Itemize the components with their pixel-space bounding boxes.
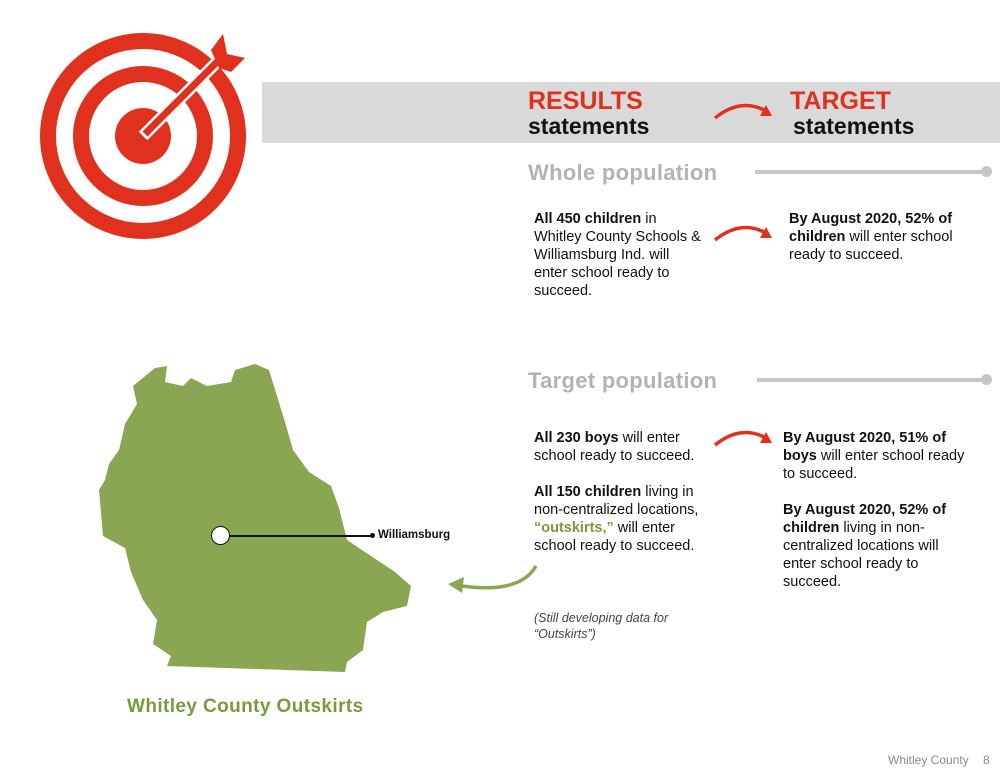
target-icon	[40, 33, 246, 239]
williamsburg-leader-dot	[370, 533, 375, 538]
target-population-rule-dot	[981, 374, 992, 385]
target-target-2-rest: living in non-centralized locations will…	[783, 520, 939, 590]
target-population-rule	[757, 378, 987, 382]
williamsburg-marker[interactable]	[211, 526, 230, 545]
curved-arrow-icon	[713, 103, 772, 120]
target-target-1-bold: By August 2020, 51% of boys	[783, 430, 947, 464]
curved-arrow-icon	[713, 430, 772, 447]
whole-target-statement: By August 2020, 52% of children will ent…	[789, 210, 974, 264]
target-heading: TARGET	[790, 87, 891, 115]
target-result-2-mid: living in non-centralized locations,	[534, 484, 699, 518]
results-heading: RESULTS	[528, 87, 643, 115]
target-result-2-bold: All 150 children	[534, 484, 642, 500]
target-result-1-rest: will enter school ready to succeed.	[534, 430, 695, 464]
target-target-statement-2: By August 2020, 52% of children living i…	[783, 501, 958, 591]
target-result-statement-2: All 150 children living in non-centraliz…	[534, 483, 709, 555]
header-banner	[262, 82, 1000, 143]
curved-arrow-icon	[713, 225, 772, 242]
whole-result-rest: in Whitley County Schools & Williamsburg…	[534, 211, 701, 299]
target-result-2-rest: will enter school ready to succeed.	[534, 520, 695, 554]
whitley-county-map	[99, 364, 411, 672]
map-caption: Whitley County Outskirts	[127, 696, 364, 717]
green-curved-arrow-icon	[448, 565, 538, 593]
whole-population-title: Whole population	[528, 160, 718, 185]
williamsburg-label: Williamsburg	[378, 529, 451, 541]
results-subheading: statements	[528, 113, 650, 139]
target-subheading: statements	[793, 113, 915, 139]
whole-result-statement: All 450 children in Whitley County Schoo…	[534, 210, 704, 300]
whole-population-rule	[755, 170, 987, 174]
outskirts-highlight: “outskirts,”	[534, 520, 614, 536]
target-target-2-bold: By August 2020, 52% of children	[783, 502, 947, 536]
page-number: 8	[983, 753, 990, 767]
target-population-title: Target population	[528, 368, 718, 393]
whole-result-bold: All 450 children	[534, 211, 642, 227]
target-target-1-rest: will enter school ready to succeed.	[783, 448, 965, 482]
whole-population-rule-dot	[981, 166, 992, 177]
whole-target-bold: By August 2020, 52% of children	[789, 211, 953, 245]
target-result-statement-1: All 230 boys will enter school ready to …	[534, 429, 709, 465]
target-result-1-bold: All 230 boys	[534, 430, 619, 446]
target-target-statement-1: By August 2020, 51% of boys will enter s…	[783, 429, 978, 483]
footer-county: Whitley County	[888, 753, 969, 767]
williamsburg-leader-line	[230, 535, 372, 537]
developing-data-note: (Still developing data for “Outskirts”)	[534, 611, 669, 641]
whole-target-rest: will enter school ready to succeed.	[789, 229, 953, 263]
